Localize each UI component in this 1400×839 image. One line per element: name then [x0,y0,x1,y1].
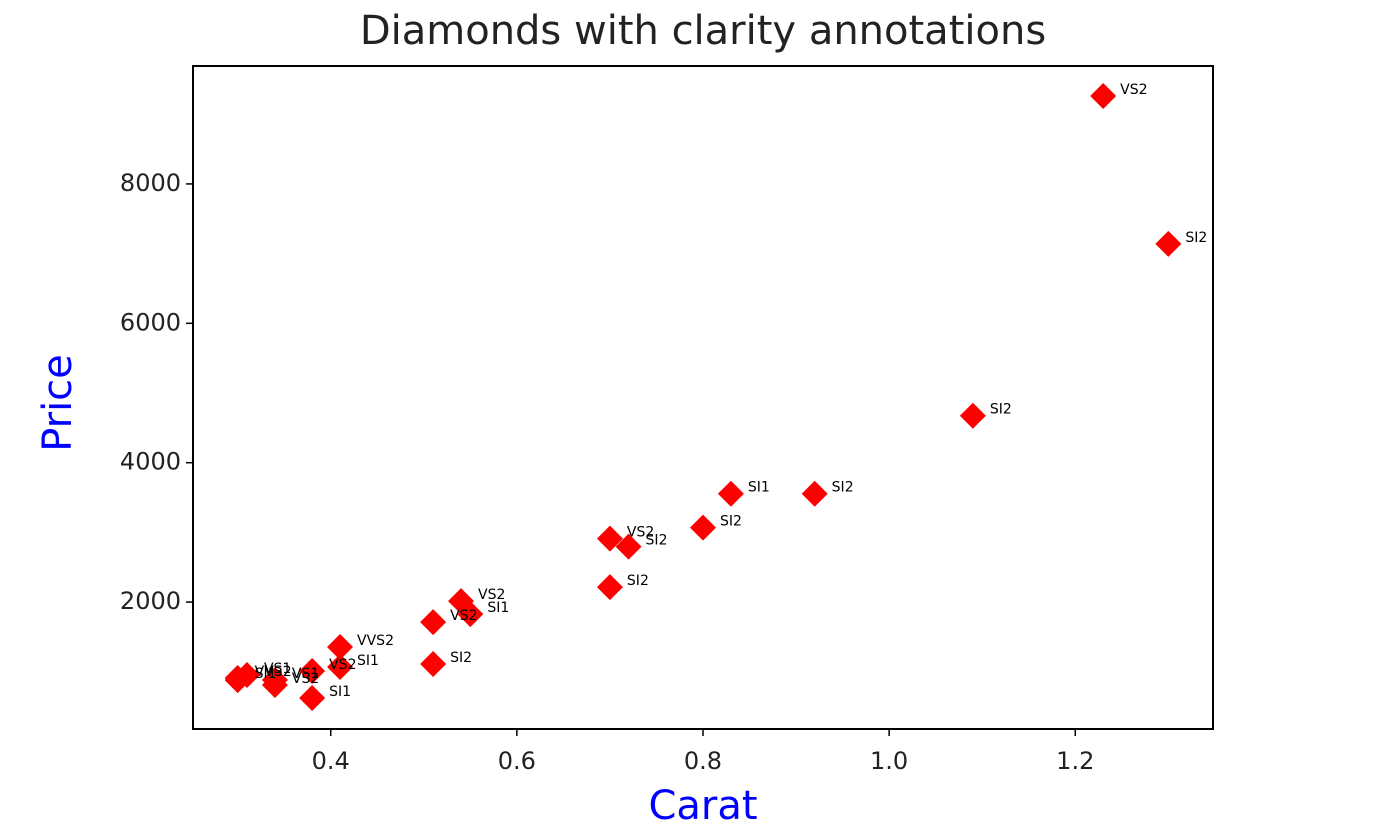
y-axis-label: Price [35,354,81,452]
x-tick-label: 1.2 [1056,747,1094,775]
point [801,480,828,507]
y-tick-label: 2000 [120,587,181,615]
point-annotation: VS2 [292,671,319,687]
point-annotation: VVS2 [357,633,394,649]
point [420,609,447,636]
point-annotation: SI2 [720,514,742,530]
point [596,525,623,552]
x-tick-label: 0.6 [498,747,536,775]
point-annotation: SI2 [627,573,649,589]
x-tick-label: 0.8 [684,747,722,775]
point-annotation: SI1 [357,653,379,669]
point-annotation: VS1 [292,666,319,682]
point-annotation: SI2 [646,533,668,549]
point-annotation: SI2 [990,402,1012,418]
point [959,402,986,429]
point [615,533,642,560]
point-annotation: VS2 [478,587,505,603]
x-tick-label: 0.4 [312,747,350,775]
point [327,654,354,681]
point-annotation: VVS2 [255,664,292,680]
y-tick-label: 8000 [120,169,181,197]
point-annotation: SI1 [329,684,351,700]
point [299,658,326,685]
point [1090,82,1117,109]
point [420,651,447,678]
point-annotation: VS2 [1120,82,1147,98]
point [596,574,623,601]
point [261,667,288,694]
point [690,514,716,541]
point [327,634,354,661]
point [1155,230,1182,257]
point-annotation: VS1 [264,661,291,677]
point-annotation: SI2 [832,480,854,496]
point-annotation: VS2 [450,608,477,624]
point [717,480,744,507]
point-annotation: SI1 [255,666,277,682]
x-tick-label: 1.0 [870,747,908,775]
point [457,601,484,628]
point [299,684,326,711]
chart-title: Diamonds with clarity annotations [360,8,1046,54]
point [224,667,251,694]
point-annotation: VS2 [627,525,654,541]
x-axis-label: Carat [648,783,757,829]
point-annotation: SI2 [450,650,472,666]
plot-frame [192,65,1214,730]
point-annotation: SI2 [1185,230,1207,246]
point-annotation: SI1 [487,600,509,616]
y-tick-label: 6000 [120,308,181,336]
y-tick-label: 4000 [120,448,181,476]
point-annotation: SI1 [748,480,770,496]
point-annotation: VS2 [329,657,356,673]
